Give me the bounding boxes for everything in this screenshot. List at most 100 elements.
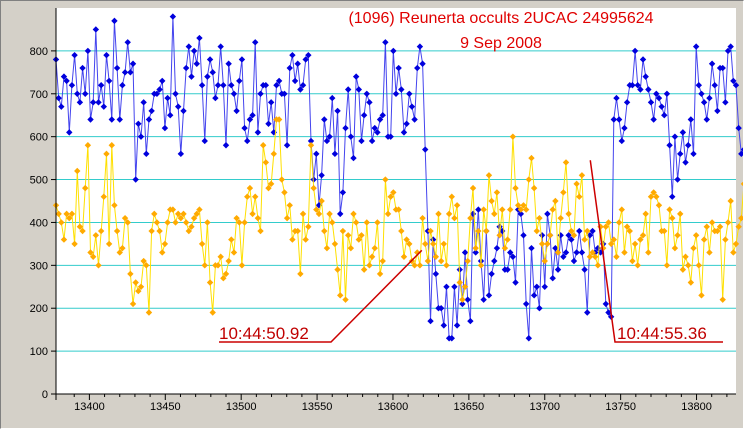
data-point [724, 219, 732, 226]
data-point [156, 227, 163, 235]
data-point [679, 129, 687, 136]
data-point [92, 232, 100, 239]
data-point [549, 275, 556, 282]
data-point [323, 137, 331, 145]
data-point [289, 51, 296, 59]
data-point [395, 64, 402, 72]
data-point [164, 219, 171, 226]
data-point [578, 172, 586, 179]
data-point [422, 240, 429, 248]
data-point [472, 249, 479, 256]
data-point [512, 279, 519, 286]
data-point [63, 210, 70, 218]
data-point [363, 90, 370, 97]
data-point [661, 112, 668, 119]
data-point [727, 197, 734, 205]
data-point [270, 150, 278, 158]
data-point [368, 253, 376, 260]
data-point [286, 64, 293, 72]
data-point [169, 206, 177, 213]
data-point [674, 176, 681, 183]
data-point [427, 317, 434, 325]
data-point [135, 287, 142, 295]
data-point [491, 210, 498, 218]
data-point [461, 283, 469, 290]
data-point [344, 86, 352, 93]
data-point [677, 210, 684, 218]
data-point [406, 240, 413, 248]
data-point [265, 184, 272, 192]
data-point [87, 116, 94, 123]
y-tick-label: 800 [30, 46, 48, 58]
data-point [374, 219, 381, 226]
data-point [201, 137, 208, 145]
data-point [408, 103, 416, 110]
data-point [246, 184, 254, 192]
data-point [140, 257, 147, 265]
data-point [509, 253, 517, 260]
series-1 [52, 116, 743, 316]
data-point [95, 262, 102, 269]
data-point [714, 227, 721, 235]
x-tick-label: 13800 [681, 401, 712, 413]
data-point [663, 262, 671, 269]
data-point [143, 150, 150, 158]
data-point [477, 262, 485, 269]
data-point [461, 249, 469, 256]
data-point [249, 112, 256, 119]
data-point [525, 176, 533, 183]
data-point [392, 90, 400, 97]
data-point [706, 249, 713, 256]
data-point [233, 214, 240, 222]
data-point [217, 43, 224, 50]
data-point [360, 112, 368, 119]
data-point [225, 60, 232, 67]
data-point [538, 232, 546, 239]
data-point [414, 64, 421, 72]
data-point [692, 232, 700, 239]
data-point [700, 236, 708, 243]
data-point [283, 214, 291, 222]
data-point [68, 82, 76, 89]
data-point [331, 240, 339, 248]
data-point [339, 189, 347, 196]
data-point [740, 147, 743, 152]
data-point [432, 253, 440, 260]
data-point [631, 47, 639, 55]
data-point [427, 227, 434, 235]
x-tick-label: 13700 [529, 401, 560, 413]
data-point [228, 82, 235, 89]
data-point [464, 257, 471, 265]
data-point [307, 137, 315, 145]
data-point [740, 181, 743, 187]
data-point [536, 214, 543, 222]
data-point [403, 236, 410, 243]
data-point [337, 210, 344, 218]
data-point [169, 13, 177, 20]
data-point [658, 103, 665, 110]
data-point [193, 210, 200, 218]
data-point [496, 223, 503, 230]
data-point [111, 17, 118, 25]
data-point [74, 90, 81, 97]
data-point [74, 167, 81, 175]
data-point [655, 94, 663, 102]
data-point [55, 210, 62, 218]
data-point [129, 60, 137, 67]
data-point [496, 232, 503, 239]
data-point [621, 249, 628, 256]
y-tick-label: 400 [30, 217, 48, 229]
data-point [289, 236, 296, 243]
data-point [626, 227, 633, 235]
data-point [695, 82, 703, 89]
x-tick-label: 13450 [150, 401, 181, 413]
x-tick-label: 13600 [378, 401, 409, 413]
data-point [451, 214, 458, 222]
data-point [180, 210, 187, 218]
data-point [103, 51, 110, 59]
annotation-end-label: 10:44:55.36 [617, 324, 707, 343]
data-point [504, 236, 511, 243]
data-point [326, 210, 333, 218]
data-point [89, 253, 97, 260]
plot-area [56, 8, 736, 394]
